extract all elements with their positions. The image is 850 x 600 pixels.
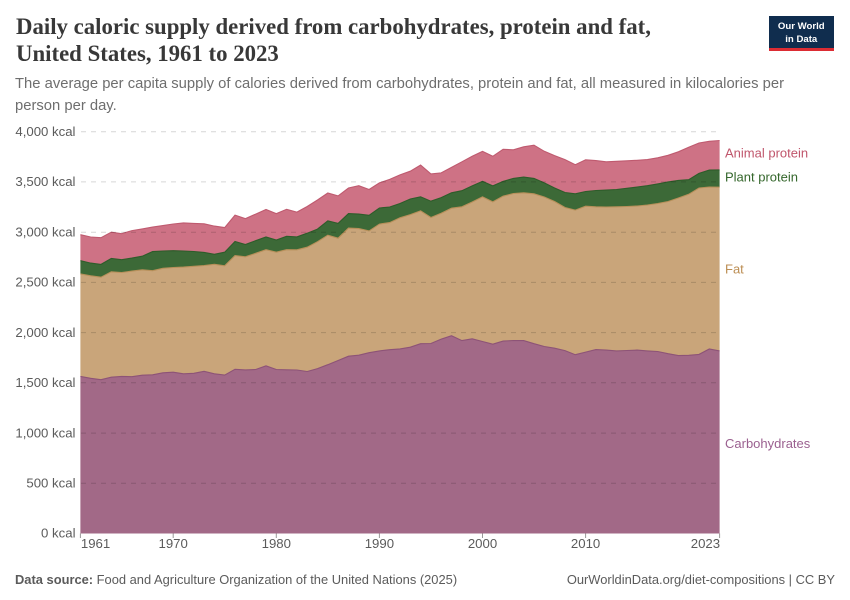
- svg-text:Fat: Fat: [725, 262, 744, 277]
- svg-text:2023: 2023: [691, 536, 720, 551]
- svg-text:Carbohydrates: Carbohydrates: [725, 436, 811, 451]
- svg-text:1980: 1980: [262, 536, 291, 551]
- svg-text:0 kcal: 0 kcal: [41, 526, 76, 541]
- svg-text:2,000 kcal: 2,000 kcal: [15, 325, 75, 340]
- svg-text:2000: 2000: [468, 536, 497, 551]
- svg-text:2010: 2010: [571, 536, 600, 551]
- svg-text:1990: 1990: [365, 536, 394, 551]
- svg-text:1,500 kcal: 1,500 kcal: [15, 375, 75, 390]
- svg-text:3,000 kcal: 3,000 kcal: [15, 224, 75, 239]
- svg-text:Plant protein: Plant protein: [725, 170, 798, 185]
- svg-text:500 kcal: 500 kcal: [26, 476, 75, 491]
- svg-text:3,500 kcal: 3,500 kcal: [15, 174, 75, 189]
- svg-text:1961: 1961: [81, 536, 110, 551]
- svg-text:1970: 1970: [159, 536, 188, 551]
- svg-text:4,000 kcal: 4,000 kcal: [15, 124, 75, 139]
- svg-text:Animal protein: Animal protein: [725, 146, 808, 161]
- svg-text:1,000 kcal: 1,000 kcal: [15, 425, 75, 440]
- svg-text:2,500 kcal: 2,500 kcal: [15, 275, 75, 290]
